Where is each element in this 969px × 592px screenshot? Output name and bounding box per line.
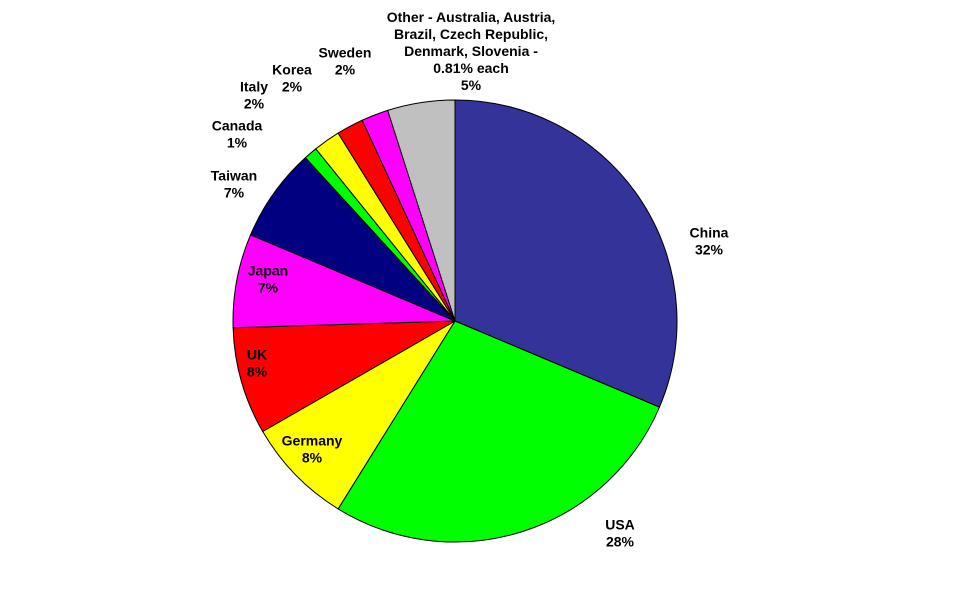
- slice-label-line: Korea: [272, 62, 312, 78]
- slice-label-line: Taiwan: [211, 168, 257, 184]
- slice-label-other: Other - Australia, Austria, Brazil, Czech…: [387, 9, 556, 93]
- slice-label-line: Canada: [212, 118, 263, 134]
- slice-label-sweden: Sweden 2%: [319, 45, 372, 78]
- slice-label-line: Denmark, Slovenia -: [404, 43, 538, 59]
- slice-label-taiwan: Taiwan 7%: [211, 168, 257, 201]
- slice-label-line: UK: [247, 347, 267, 363]
- slice-label-line: 2%: [335, 62, 356, 78]
- slice-label-line: USA: [605, 517, 635, 533]
- pie-slice-other: [387, 99, 456, 322]
- pie-labels: China 32%USA 28%Germany 8%UK 8%Japan 7%Taiwan…: [211, 9, 729, 550]
- pie-slice-china: [454, 99, 678, 408]
- slice-label-italy: Italy 2%: [240, 79, 268, 112]
- slice-label-line: 7%: [224, 185, 245, 201]
- slice-label-usa: USA 28%: [605, 517, 635, 550]
- slice-label-line: 8%: [247, 364, 268, 380]
- pie-slice-usa: [337, 320, 661, 543]
- slice-label-line: 28%: [606, 534, 635, 550]
- slice-label-line: 2%: [244, 96, 265, 112]
- slice-label-canada: Canada 1%: [212, 118, 263, 151]
- slice-label-korea: Korea 2%: [272, 62, 312, 95]
- slice-label-line: 32%: [695, 242, 724, 258]
- slice-label-line: 0.81% each: [433, 60, 509, 76]
- slice-label-uk: UK 8%: [247, 347, 268, 380]
- pie-slice-germany: [262, 320, 456, 510]
- slice-label-line: 8%: [302, 450, 323, 466]
- slice-label-line: Japan: [248, 263, 288, 279]
- slice-label-line: Other - Australia, Austria,: [387, 9, 556, 25]
- slice-label-line: 2%: [282, 79, 303, 95]
- pie-slices: [232, 99, 678, 543]
- slice-label-line: China: [690, 225, 729, 241]
- slice-label-line: 5%: [461, 77, 482, 93]
- slice-label-line: Sweden: [319, 45, 372, 61]
- slice-label-germany: Germany 8%: [282, 433, 343, 466]
- slice-label-japan: Japan 7%: [248, 263, 288, 296]
- slice-label-line: Brazil, Czech Republic,: [394, 26, 548, 42]
- slice-label-line: 1%: [227, 135, 248, 151]
- slice-label-line: 7%: [258, 280, 279, 296]
- slice-label-line: Italy: [240, 79, 268, 95]
- pie-slice-uk: [232, 320, 456, 433]
- slice-label-china: China 32%: [690, 225, 729, 258]
- slice-label-line: Germany: [282, 433, 343, 449]
